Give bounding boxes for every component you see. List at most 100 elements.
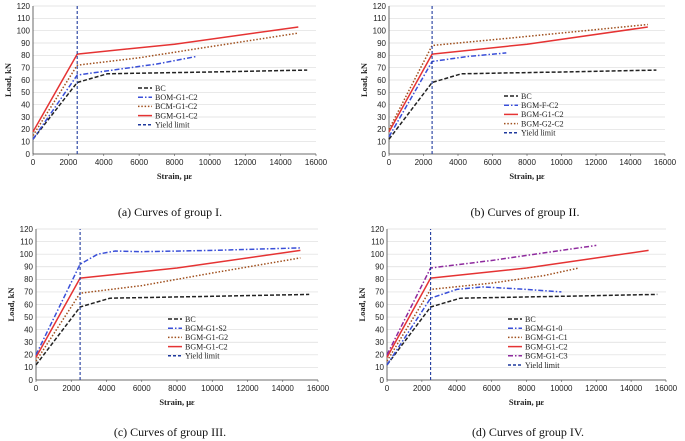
y-tick-label: 100 [20,250,34,259]
series-line-bgm-g1-c2 [32,26,299,133]
y-tick-label: 60 [375,300,384,309]
figure-caption: (a) Curves of group I. [118,205,222,219]
series-line-bc [388,69,657,140]
x-tick-label: 2000 [415,158,433,167]
y-tick-label: 70 [377,63,386,72]
legend-label: Yield limit [525,361,560,370]
y-tick-label: 120 [371,225,385,234]
x-axis-label: Strain, με [157,171,193,181]
x-tick-label: 16000 [655,384,678,393]
legend-label: BGM-G1-C3 [525,352,568,361]
x-tick-label: 0 [387,158,392,167]
legend-label: BGM-G1-0 [525,324,562,333]
y-tick-label: 110 [371,237,384,246]
series-line-bgm-g1-c2 [386,249,649,358]
legend-label: BC [525,315,536,324]
x-tick-label: 14000 [619,158,642,167]
legend-label: Yield limit [155,121,190,130]
x-tick-label: 12000 [585,384,608,393]
legend-label: Yield limit [185,352,220,361]
y-tick-label: 10 [375,363,384,372]
series-line-bgm-g1-s2 [35,247,301,356]
y-axis-label: Load, kN [3,62,13,97]
y-tick-label: 0 [382,150,387,159]
chart-panel-2: 0 10 20 30 40 50 60 70 80 90 100 110 120 0 2000 4000 600… [359,2,677,219]
x-tick-label: 0 [34,384,39,393]
chart-panel-3: 0 10 20 30 40 50 60 70 80 90 100 110 120 0 2000 4000 600… [6,225,330,439]
y-tick-label: 100 [17,26,31,35]
y-tick-label: 40 [24,325,33,334]
series-line-bc [32,69,308,140]
legend-label: BGM-G2-C2 [521,119,564,128]
y-tick-label: 70 [21,63,30,72]
legend-label: BGM-G1-C2 [521,110,564,119]
x-tick-label: 4000 [98,384,116,393]
series-line-bgm-g1-g2 [35,257,301,362]
chart-panel-4: 0 10 20 30 40 50 60 70 80 90 100 110 120 0 2000 4000 600… [357,225,678,439]
x-tick-label: 10000 [199,158,222,167]
x-tick-label: 12000 [234,158,257,167]
y-tick-label: 100 [373,26,387,35]
legend: BCBGM-G1-0BGM-G1-C1BGM-G1-C2BGM-G1-C3Yie… [508,315,568,370]
x-tick-label: 6000 [130,158,148,167]
x-tick-label: 12000 [236,384,259,393]
series-line-bgm-f-c2 [388,52,507,138]
y-tick-label: 120 [20,225,34,234]
legend-label: BGM-G1-G2 [185,333,228,342]
y-tick-label: 50 [21,88,30,97]
x-tick-label: 14000 [270,158,293,167]
x-tick-label: 8000 [166,158,184,167]
y-tick-label: 120 [17,2,31,11]
series-line-bcm-g1-c2 [32,32,299,136]
x-tick-label: 4000 [448,384,466,393]
series-line-bgm-g2-c2 [388,23,648,130]
x-tick-label: 6000 [484,158,502,167]
x-tick-label: 2000 [413,384,431,393]
chart-panel-1: 0 10 20 30 40 50 60 70 80 90 100 110 120 0 2000 4000 600… [3,2,328,219]
y-tick-label: 40 [21,100,30,109]
series-line-bgm-g1-c2 [388,26,648,133]
y-tick-label: 110 [17,14,30,23]
legend-label: BGM-F-C2 [521,101,558,110]
legend-label: Yield limit [521,129,556,138]
series-line-bc [386,293,658,366]
y-tick-label: 10 [377,137,386,146]
y-tick-label: 30 [377,113,386,122]
x-tick-label: 16000 [305,158,328,167]
x-tick-label: 14000 [620,384,643,393]
x-axis-label: Strain, με [159,397,195,407]
legend-label: BCM-G1-C2 [155,102,197,111]
y-axis-label: Load, kN [357,287,367,322]
legend-label: BGM-G1-C2 [185,342,228,351]
series-line-bgm-g1-c1 [386,267,579,362]
y-tick-label: 60 [377,76,386,85]
y-tick-label: 30 [21,113,30,122]
y-tick-label: 50 [24,313,33,322]
figure-caption: (c) Curves of group III. [114,425,226,439]
y-tick-label: 100 [371,250,385,259]
y-tick-label: 50 [377,88,386,97]
legend-label: BGM-G1-S2 [185,324,227,333]
series-line-bgm-g1-0 [386,286,562,366]
y-axis-label: Load, kN [359,62,369,97]
y-tick-label: 80 [24,275,33,284]
figure-caption: (d) Curves of group IV. [472,425,584,439]
y-tick-label: 0 [380,376,385,385]
y-tick-label: 70 [375,288,384,297]
y-tick-label: 110 [20,237,33,246]
y-tick-label: 110 [373,14,386,23]
y-tick-label: 10 [24,363,33,372]
x-axis-label: Strain, με [509,397,545,407]
x-tick-label: 8000 [168,384,186,393]
y-tick-label: 90 [21,39,30,48]
x-tick-label: 10000 [550,158,573,167]
y-tick-label: 90 [24,263,33,272]
y-tick-label: 60 [24,300,33,309]
y-tick-label: 20 [24,351,33,360]
series-line-bom-g1-c2 [32,55,196,140]
x-tick-label: 10000 [550,384,573,393]
y-tick-label: 30 [375,338,384,347]
x-tick-label: 16000 [654,158,677,167]
